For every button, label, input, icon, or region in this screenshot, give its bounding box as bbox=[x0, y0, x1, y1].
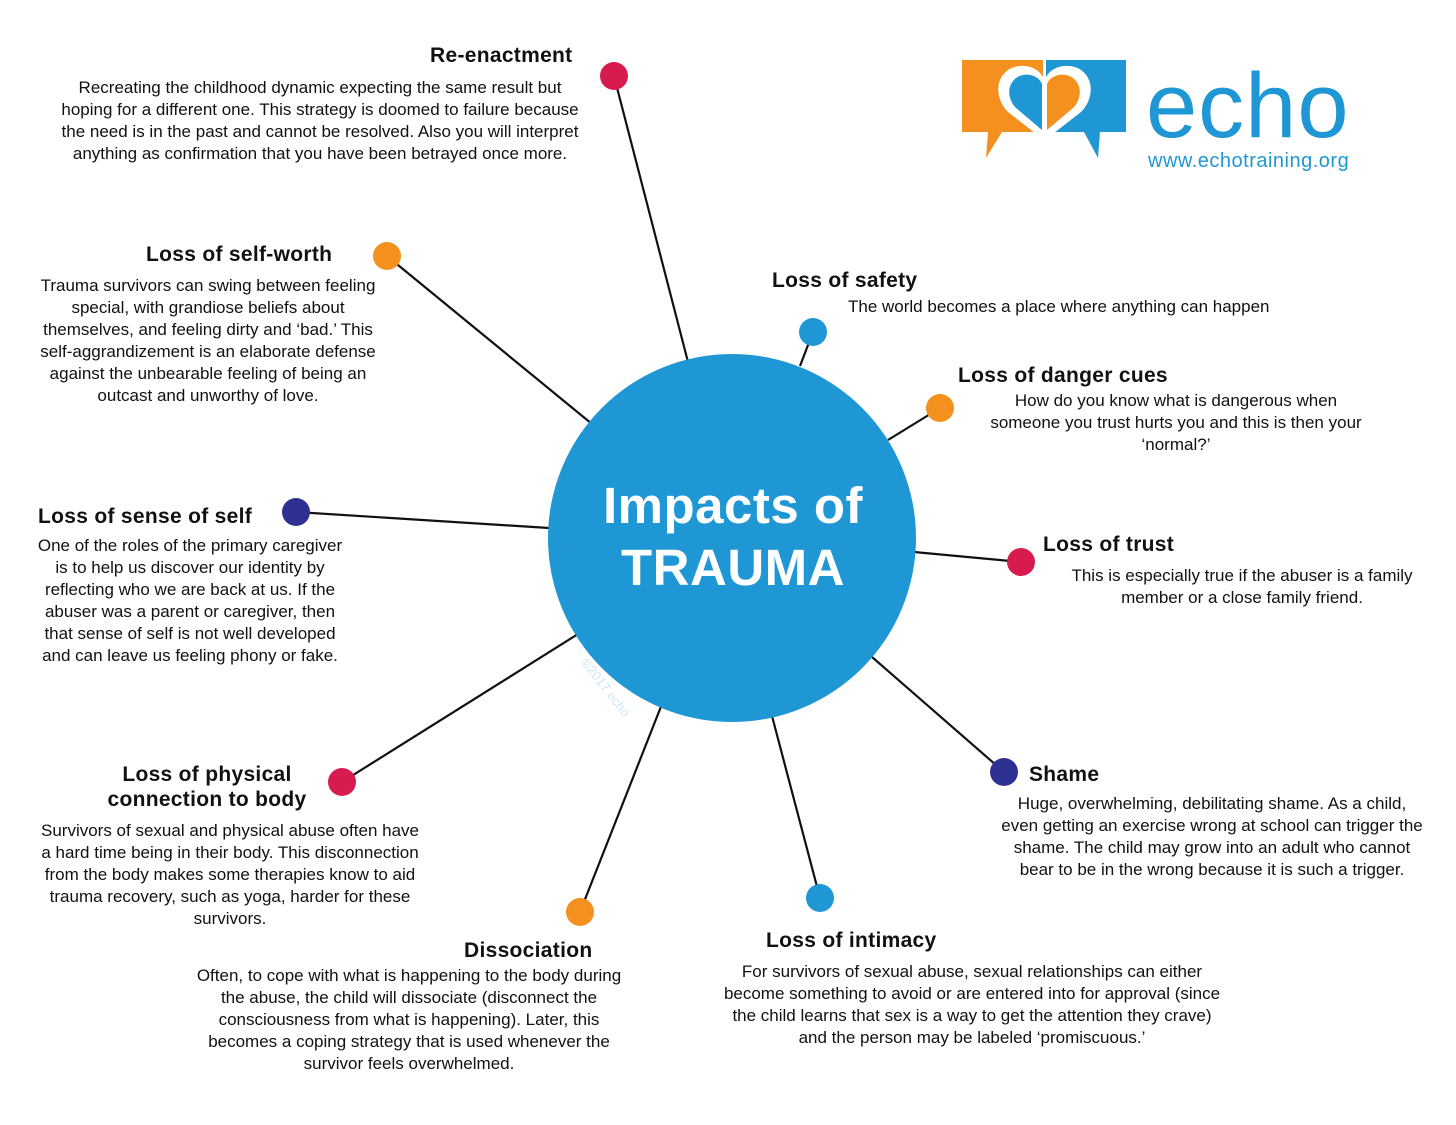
safety-title: Loss of safety bbox=[772, 269, 918, 292]
physical-connection-title: Loss of physical connection to body bbox=[97, 762, 317, 812]
spoke-re-enactment bbox=[612, 75, 690, 363]
shame-description: Huge, overwhelming, debilitating shame. … bbox=[1001, 794, 1423, 879]
spoke-sense-of-self bbox=[295, 510, 550, 530]
center-title-line1: Impacts of bbox=[602, 477, 864, 534]
dissociation-title: Dissociation bbox=[464, 939, 593, 962]
dot-intimacy bbox=[806, 884, 834, 912]
center-title: Impacts of TRAUMA bbox=[548, 475, 918, 599]
dot-self-worth bbox=[373, 242, 401, 270]
trust-description: This is especially true if the abuser is… bbox=[1071, 566, 1413, 607]
dot-physical-connection bbox=[328, 768, 356, 796]
dot-trust bbox=[1007, 548, 1035, 576]
spoke-physical-connection bbox=[341, 633, 579, 783]
dot-dissociation bbox=[566, 898, 594, 926]
self-worth-title: Loss of self-worth bbox=[146, 243, 333, 266]
self-worth-description: Trauma survivors can swing between feeli… bbox=[40, 276, 376, 405]
physical-connection-title-line2: connection to body bbox=[107, 788, 307, 811]
dot-safety bbox=[799, 318, 827, 346]
center-circle bbox=[548, 354, 916, 722]
danger-cues-description: How do you know what is dangerous when s… bbox=[990, 391, 1362, 454]
echo-logo-mark bbox=[962, 60, 1126, 158]
trust-title: Loss of trust bbox=[1043, 533, 1175, 556]
intimacy-title: Loss of intimacy bbox=[766, 929, 937, 952]
dot-danger-cues bbox=[926, 394, 954, 422]
spoke-trust bbox=[913, 550, 1022, 564]
intimacy-description: For survivors of sexual abuse, sexual re… bbox=[723, 962, 1221, 1047]
dot-shame bbox=[990, 758, 1018, 786]
physical-connection-title-line1: Loss of physical bbox=[122, 763, 292, 786]
shame-title: Shame bbox=[1029, 763, 1100, 786]
spoke-self-worth bbox=[386, 255, 593, 425]
dot-sense-of-self bbox=[282, 498, 310, 526]
safety-description: The world becomes a place where anything… bbox=[848, 297, 1270, 316]
re-enactment-title: Re-enactment bbox=[430, 44, 573, 67]
center-title-line2: TRAUMA bbox=[621, 539, 845, 596]
sense-of-self-title: Loss of sense of self bbox=[38, 505, 253, 528]
re-enactment-description: Recreating the childhood dynamic expecti… bbox=[61, 78, 579, 163]
spoke-shame bbox=[871, 656, 1005, 773]
spoke-intimacy bbox=[770, 715, 822, 899]
danger-cues-title: Loss of danger cues bbox=[958, 364, 1168, 387]
dot-re-enactment bbox=[600, 62, 628, 90]
physical-connection-description: Survivors of sexual and physical abuse o… bbox=[40, 821, 419, 928]
echo-logo-wordmark: echo bbox=[1146, 55, 1350, 157]
sense-of-self-description: One of the roles of the primary caregive… bbox=[37, 536, 343, 665]
dissociation-description: Often, to cope with what is happening to… bbox=[196, 966, 622, 1073]
echo-website-link[interactable]: www.echotraining.org bbox=[1148, 150, 1350, 172]
spoke-dissociation bbox=[578, 703, 664, 913]
